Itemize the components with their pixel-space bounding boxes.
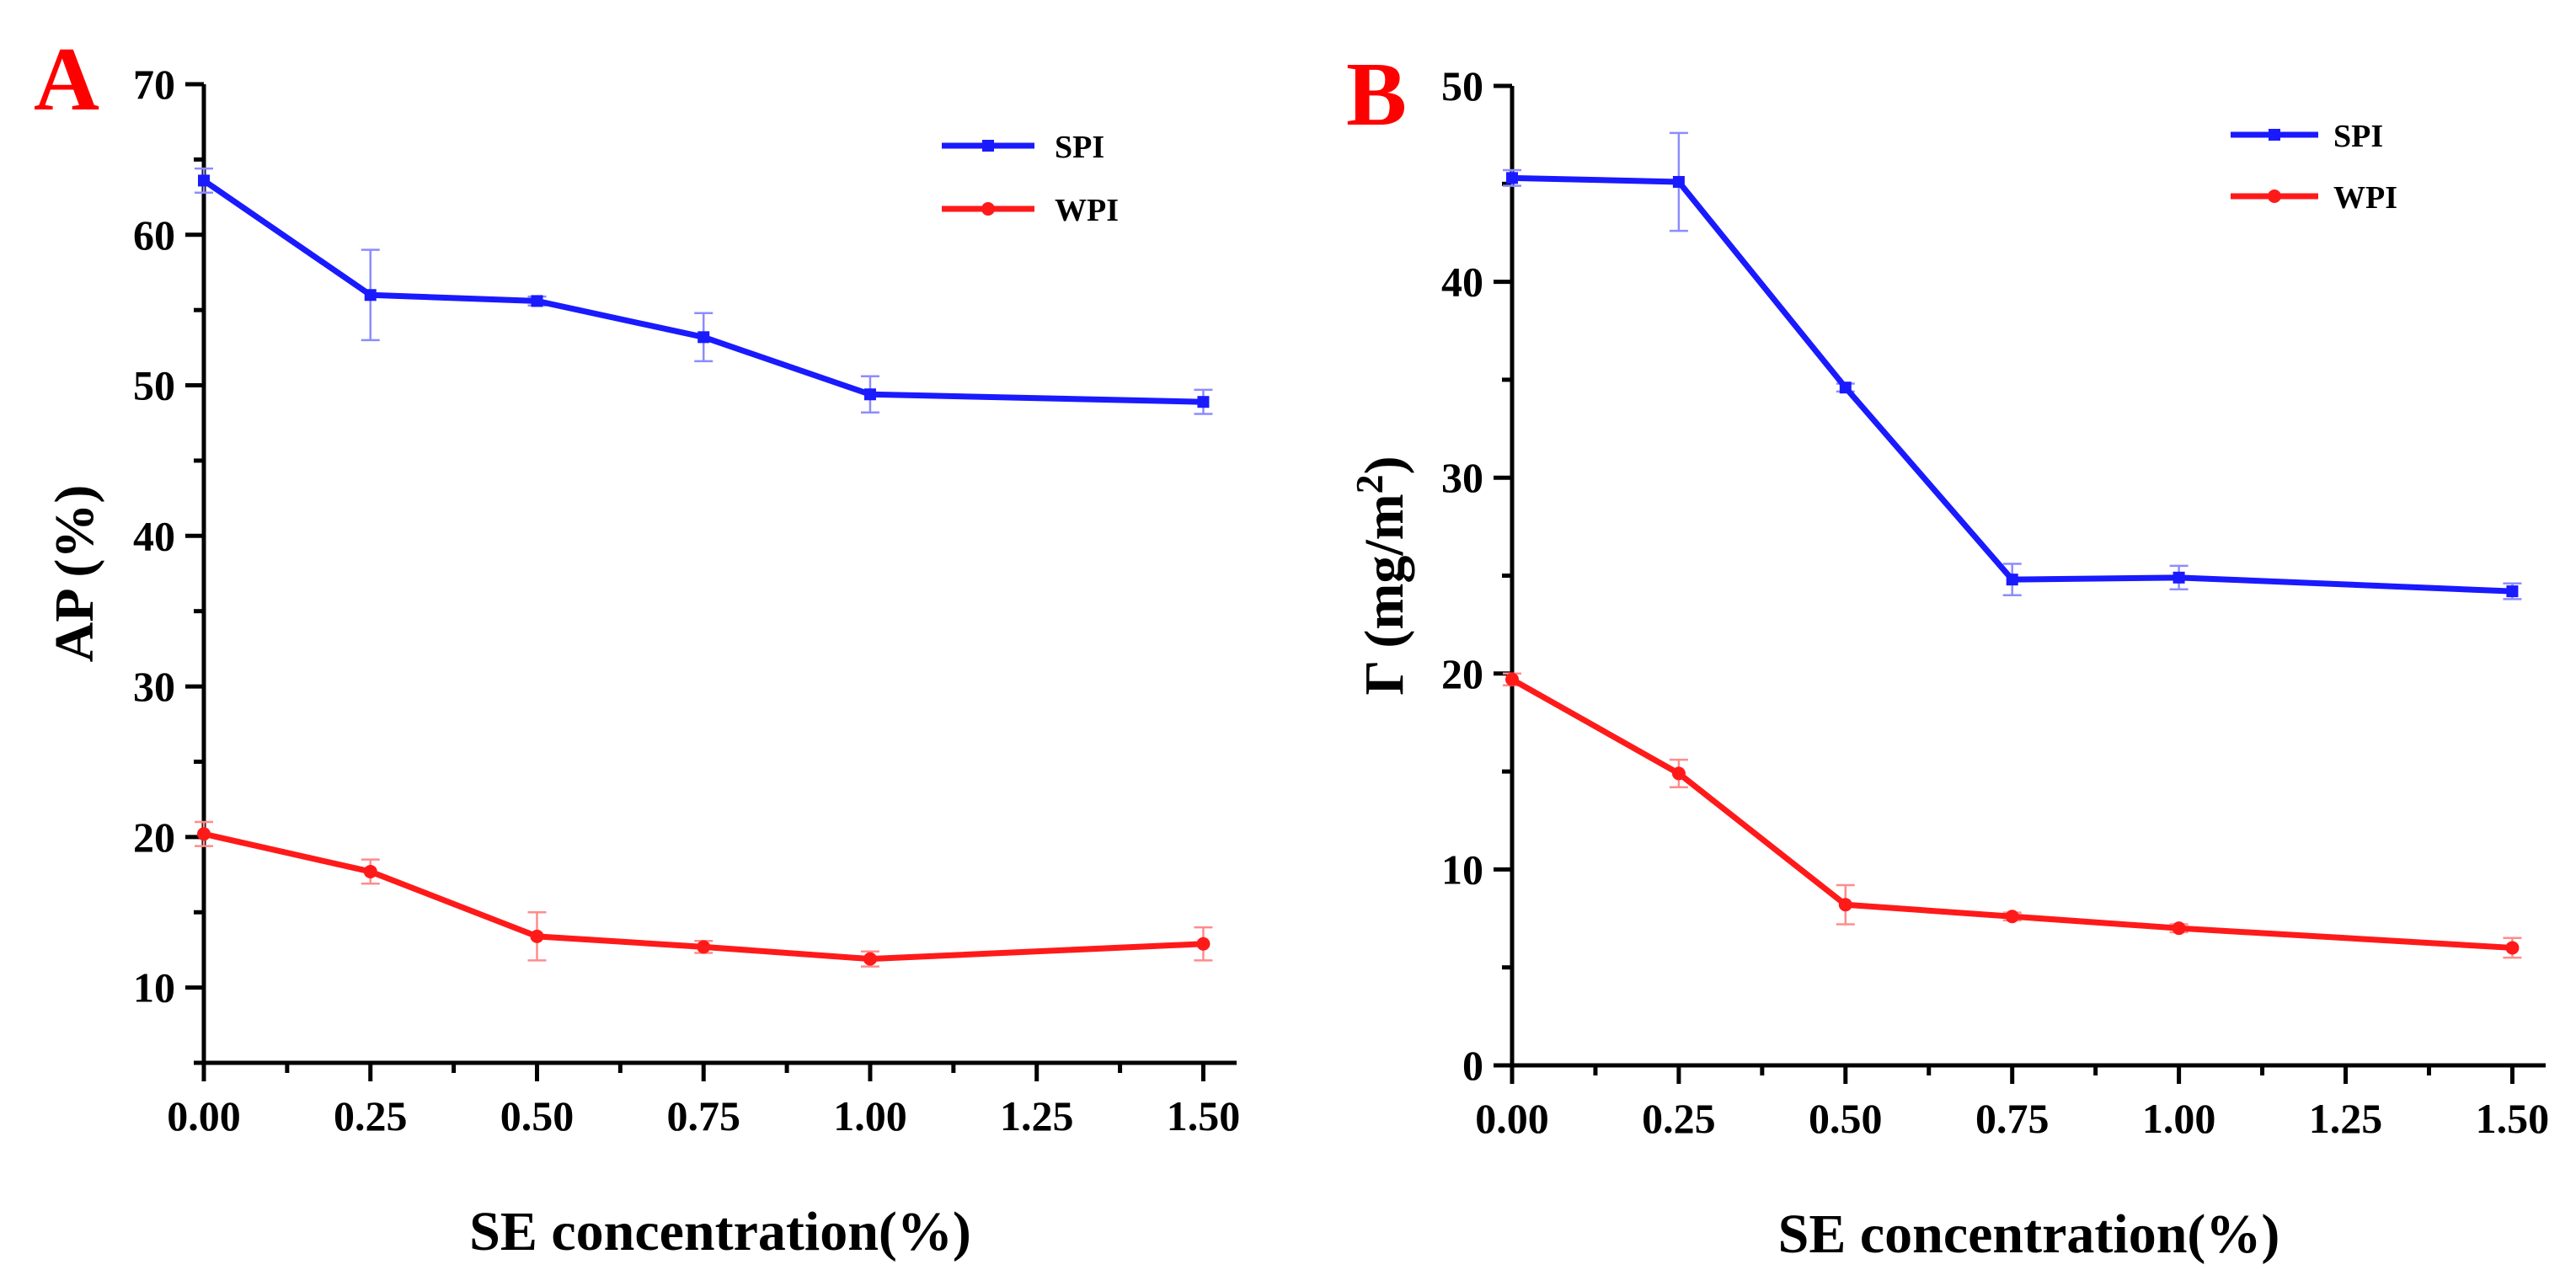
series-line: [202, 178, 1204, 405]
legend: SPI WPI: [2231, 119, 2397, 216]
x-tick-label: 0.25: [1642, 1095, 1716, 1142]
y-tick-label: 0: [1462, 1042, 1483, 1089]
x-tick-label: 1.50: [1167, 1092, 1241, 1139]
data-point: [2172, 571, 2185, 584]
data-point: [1505, 672, 1519, 686]
data-point: [1672, 175, 1685, 188]
legend-label-wpi: WPI: [1055, 193, 1119, 228]
x-tick-label: 0.00: [167, 1092, 241, 1139]
series-wpi: [195, 820, 1213, 968]
y-axis-title-suffix: ): [1354, 456, 1415, 474]
data-point: [1671, 766, 1686, 781]
data-point: [1838, 898, 1852, 912]
y-tick-label: 50: [1441, 62, 1483, 109]
legend-marker: [981, 202, 995, 216]
y-axis-title: AP (%): [44, 485, 105, 663]
y-tick-label: 10: [1441, 846, 1483, 893]
series-wpi: [1503, 672, 2522, 959]
legend-label-spi: SPI: [2333, 119, 2383, 154]
data-point: [697, 940, 711, 954]
data-point: [863, 952, 877, 966]
data-point: [197, 827, 211, 841]
data-point: [1197, 396, 1210, 408]
panel-letter: B: [1346, 45, 1407, 145]
y-axis-title-main: AP (%): [44, 485, 105, 663]
data-point: [364, 289, 377, 301]
x-tick-label: 1.25: [2309, 1095, 2383, 1142]
x-tick-label: 0.25: [334, 1092, 408, 1139]
data-point: [2006, 574, 2018, 586]
x-tick-label: 0.50: [1809, 1095, 1883, 1142]
data-point: [863, 388, 876, 401]
legend-marker: [2268, 189, 2281, 203]
series-spi: [1503, 131, 2522, 600]
data-point: [1196, 936, 1211, 951]
y-tick-label: 20: [1441, 650, 1483, 697]
data-point: [1839, 382, 1852, 394]
y-tick-label: 20: [133, 814, 175, 861]
data-point: [2172, 921, 2186, 936]
data-point: [363, 864, 377, 878]
y-tick-label: 30: [133, 663, 175, 710]
y-axis-title-main: Γ (mg/m: [1354, 494, 1415, 695]
y-tick-label: 70: [133, 61, 175, 108]
panel-letter: A: [34, 29, 99, 130]
x-axis-title: SE concentration(%): [469, 1201, 971, 1262]
y-tick-label: 30: [1441, 454, 1483, 501]
legend: SPI WPI: [942, 130, 1119, 228]
data-point: [2005, 910, 2019, 924]
y-tick-label: 10: [133, 964, 175, 1011]
x-tick-label: 1.25: [1000, 1092, 1074, 1139]
data-point: [2506, 585, 2519, 598]
y-axis-title-superscript: 2: [1348, 474, 1391, 494]
x-axis-title: SE concentration(%): [1778, 1203, 2280, 1265]
series-line: [203, 830, 1204, 963]
x-tick-label: 0.75: [1975, 1095, 2050, 1142]
legend-marker: [2269, 129, 2280, 141]
data-point: [530, 929, 544, 943]
y-axis-title: Γ (mg/m2): [1348, 456, 1415, 695]
data-point: [1506, 172, 1518, 184]
data-point: [697, 331, 710, 344]
x-tick-label: 1.00: [833, 1092, 907, 1139]
data-point: [531, 295, 543, 307]
series-spi: [195, 167, 1213, 415]
x-tick-label: 0.50: [500, 1092, 575, 1139]
x-tick-label: 1.00: [2142, 1095, 2216, 1142]
legend-marker: [982, 140, 994, 152]
series-line: [1510, 676, 2513, 951]
y-tick-label: 40: [1441, 259, 1483, 306]
legend-label-spi: SPI: [1055, 130, 1104, 165]
chart-panel-a: A 10 20 30 40 50 60 70 0.00 0.25 0.50 0.75 1.00 1.25 1…: [34, 29, 1240, 1262]
x-tick-label: 0.00: [1475, 1095, 1549, 1142]
series-line: [1511, 174, 2513, 595]
data-point: [198, 174, 210, 187]
chart-panel-b: B 0 10 20 30 40 50 0.00 0.25 0.50 0.75 1.00 1.25 1.50…: [1346, 45, 2549, 1265]
legend-label-wpi: WPI: [2333, 180, 2397, 216]
data-point: [2505, 941, 2520, 955]
y-tick-label: 50: [133, 362, 175, 409]
x-tick-label: 0.75: [666, 1092, 740, 1139]
y-tick-label: 60: [133, 211, 175, 259]
x-tick-label: 1.50: [2476, 1095, 2550, 1142]
y-tick-label: 40: [133, 512, 175, 559]
